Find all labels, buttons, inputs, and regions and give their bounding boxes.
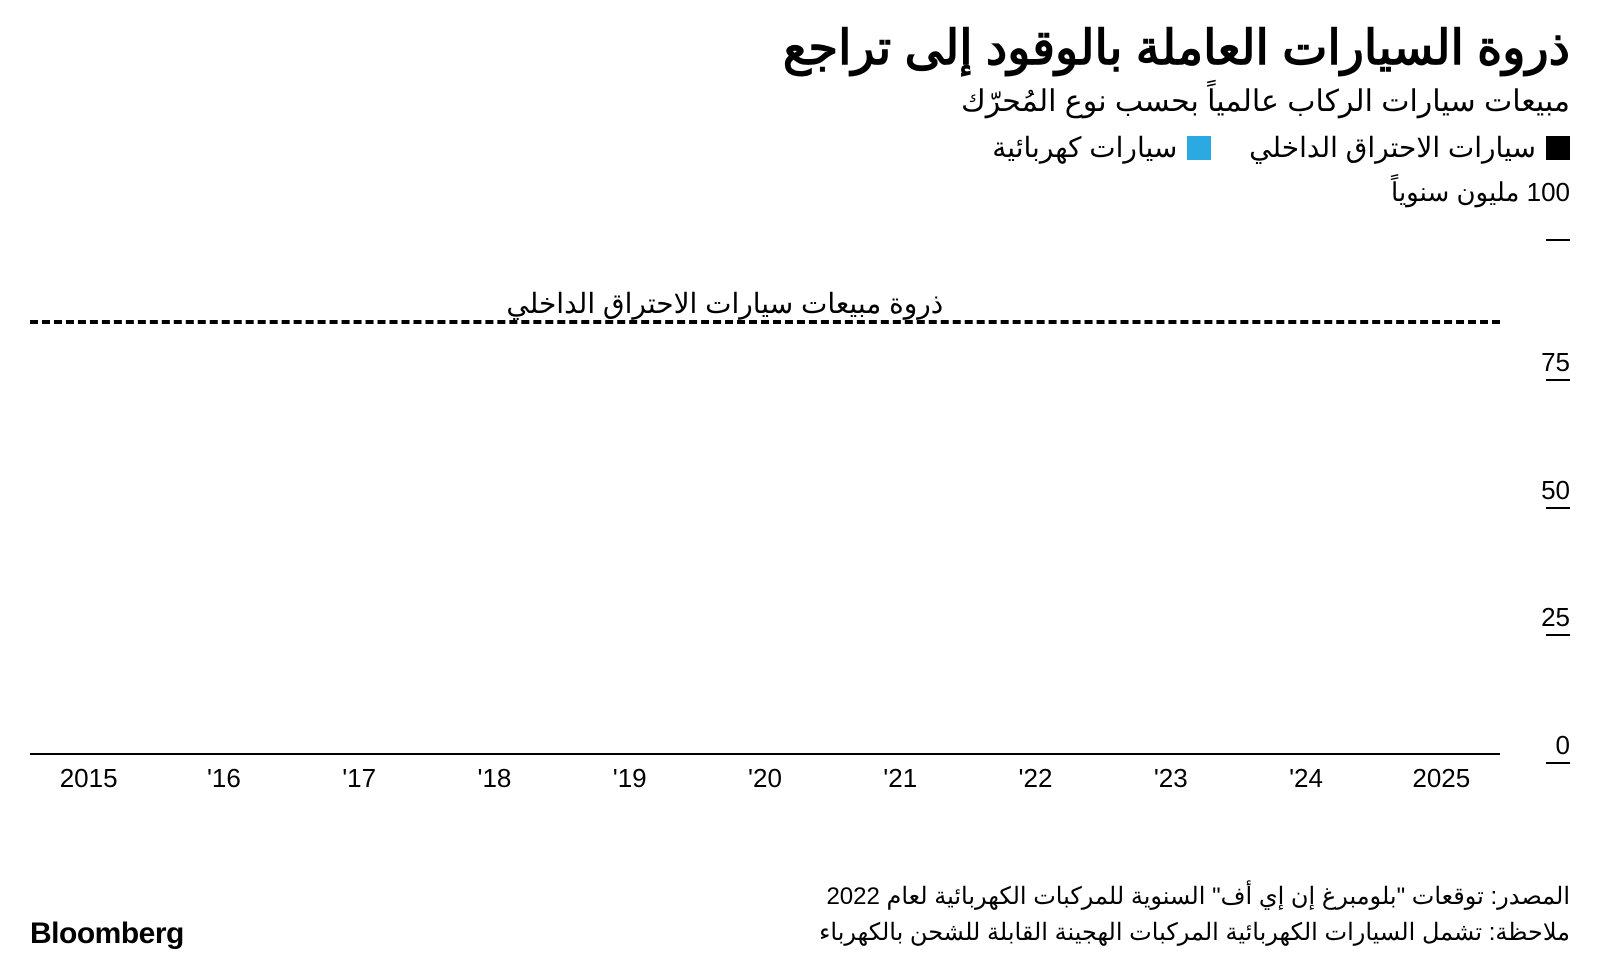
x-axis-label: '24 [1247, 755, 1364, 798]
legend-label-electric: سيارات كهربائية [992, 131, 1177, 164]
legend-label-ice: سيارات الاحتراق الداخلي [1249, 131, 1536, 164]
chart-title: ذروة السيارات العاملة بالوقود إلى تراجع [30, 20, 1570, 76]
x-axis-label: '20 [706, 755, 823, 798]
note-text: ملاحظة: تشمل السيارات الكهربائية المركبا… [819, 915, 1570, 951]
bar-column [1112, 238, 1229, 748]
x-axis-label: '22 [977, 755, 1094, 798]
y-axis-tick: 50 [1510, 477, 1570, 509]
chart-area: ذروة مبيعات سيارات الاحتراق الداخلي 0 25 5… [30, 218, 1570, 798]
chart-subtitle: مبيعات سيارات الركاب عالمياً بحسب نوع ال… [30, 84, 1570, 119]
source-text: المصدر: توقعات "بلومبرغ إن إي أف" السنوي… [819, 879, 1570, 915]
legend-item-electric: سيارات كهربائية [992, 131, 1211, 164]
legend-item-ice: سيارات الاحتراق الداخلي [1249, 131, 1570, 164]
bar-column [977, 238, 1094, 748]
plot-area: ذروة مبيعات سيارات الاحتراق الداخلي [30, 238, 1500, 748]
x-axis: 2015 '16 '17 '18 '19 '20 '21 '22 '23 '24 2025 [30, 753, 1500, 798]
x-axis-label: '19 [571, 755, 688, 798]
y-axis-tick: 75 [1510, 349, 1570, 381]
x-axis-label: 2025 [1383, 755, 1500, 798]
y-axis: 0255075 [1510, 238, 1570, 748]
y-axis-tick: 25 [1510, 604, 1570, 636]
brand-logo: Bloomberg [30, 917, 184, 951]
x-axis-label: '17 [301, 755, 418, 798]
chart-footer: Bloomberg المصدر: توقعات "بلومبرغ إن إي … [30, 879, 1570, 951]
y-axis-tick: 0 [1510, 732, 1570, 764]
bar-column [301, 238, 418, 748]
bar-column [165, 238, 282, 748]
x-axis-label: '18 [436, 755, 553, 798]
x-axis-label: '16 [165, 755, 282, 798]
legend-swatch-electric [1187, 136, 1211, 160]
y-axis-unit: 100 مليون سنوياً [30, 177, 1570, 208]
bar-column [1247, 238, 1364, 748]
x-axis-label: '21 [842, 755, 959, 798]
footer-notes: المصدر: توقعات "بلومبرغ إن إي أف" السنوي… [819, 879, 1570, 951]
chart-legend: سيارات الاحتراق الداخلي سيارات كهربائية [30, 131, 1570, 167]
bar-column [1383, 238, 1500, 748]
y-axis-tick [1510, 235, 1570, 241]
peak-reference-label: ذروة مبيعات سيارات الاحتراق الداخلي [500, 287, 949, 320]
bar-column [30, 238, 147, 748]
legend-swatch-ice [1546, 136, 1570, 160]
peak-reference-line [30, 320, 1500, 324]
x-axis-label: '23 [1112, 755, 1229, 798]
x-axis-label: 2015 [30, 755, 147, 798]
